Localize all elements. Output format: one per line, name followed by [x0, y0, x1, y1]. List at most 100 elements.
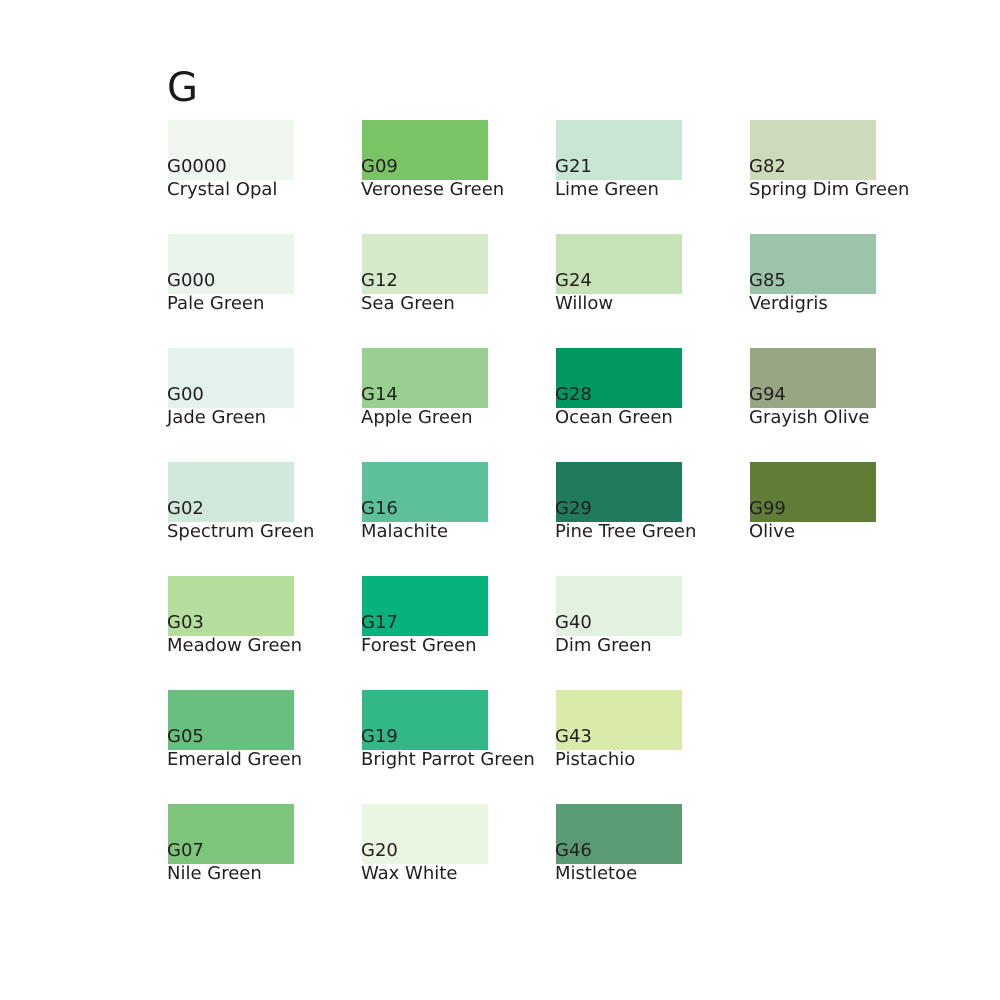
swatch-code: G20	[361, 840, 398, 861]
swatch-code: G40	[555, 612, 592, 633]
color-swatch: G000 Pale Green	[167, 232, 361, 346]
color-swatch: G07 Nile Green	[167, 802, 361, 916]
color-chip	[362, 804, 488, 864]
swatch-code: G02	[167, 498, 204, 519]
swatch-name: Olive	[749, 521, 795, 542]
swatch-name: Lime Green	[555, 179, 659, 200]
color-chip	[362, 348, 488, 408]
color-swatch: G03 Meadow Green	[167, 574, 361, 688]
color-chip	[556, 576, 682, 636]
swatch-code: G07	[167, 840, 204, 861]
color-chip	[750, 234, 876, 294]
color-chip	[168, 120, 294, 180]
swatch-code: G99	[749, 498, 786, 519]
swatch-code: G46	[555, 840, 592, 861]
swatch-name: Nile Green	[167, 863, 262, 884]
color-swatch: G00 Jade Green	[167, 346, 361, 460]
swatch-name: Forest Green	[361, 635, 477, 656]
swatch-code: G09	[361, 156, 398, 177]
color-swatch: G16 Malachite	[361, 460, 555, 574]
color-swatch: G94 Grayish Olive	[749, 346, 943, 460]
color-swatch: G05 Emerald Green	[167, 688, 361, 802]
color-swatch: G02 Spectrum Green	[167, 460, 361, 574]
color-chip	[362, 576, 488, 636]
swatch-name: Willow	[555, 293, 614, 314]
swatch-code: G43	[555, 726, 592, 747]
swatch-name: Spring Dim Green	[749, 179, 910, 200]
color-chip	[168, 690, 294, 750]
swatch-code: G000	[167, 270, 216, 291]
swatch-code: G03	[167, 612, 204, 633]
color-chip	[168, 462, 294, 522]
swatch-name: Crystal Opal	[167, 179, 278, 200]
color-chip	[556, 462, 682, 522]
swatch-name: Apple Green	[361, 407, 473, 428]
swatch-name: Malachite	[361, 521, 449, 542]
color-swatch: G14 Apple Green	[361, 346, 555, 460]
swatch-name: Verdigris	[749, 293, 828, 314]
color-swatch: G17 Forest Green	[361, 574, 555, 688]
color-chip	[556, 348, 682, 408]
swatch-code: G21	[555, 156, 592, 177]
color-chip	[556, 690, 682, 750]
color-swatch: G85 Verdigris	[749, 232, 943, 346]
color-swatch: G99 Olive	[749, 460, 943, 574]
swatch-name: Wax White	[361, 863, 458, 884]
color-swatch: G21 Lime Green	[555, 118, 749, 232]
color-chip	[168, 348, 294, 408]
color-chip	[556, 234, 682, 294]
color-chip	[362, 234, 488, 294]
color-chip	[556, 120, 682, 180]
color-swatch: G40 Dim Green	[555, 574, 749, 688]
color-swatch: G19 Bright Parrot Green	[361, 688, 555, 802]
swatch-code: G29	[555, 498, 592, 519]
swatch-name: Pine Tree Green	[555, 521, 697, 542]
swatch-name: Pale Green	[167, 293, 265, 314]
swatch-name: Dim Green	[555, 635, 652, 656]
swatch-name: Emerald Green	[167, 749, 303, 770]
color-swatch: G28 Ocean Green	[555, 346, 749, 460]
swatch-code: G0000	[167, 156, 227, 177]
swatch-code: G16	[361, 498, 398, 519]
color-chip	[750, 120, 876, 180]
swatch-code: G19	[361, 726, 398, 747]
swatch-grid: G0000 Crystal Opal G000 Pale Green G00 Jade G…	[167, 118, 943, 916]
page-title: G	[167, 65, 198, 111]
color-swatch: G29 Pine Tree Green	[555, 460, 749, 574]
swatch-code: G00	[167, 384, 204, 405]
color-chip	[362, 690, 488, 750]
swatch-code: G05	[167, 726, 204, 747]
swatch-name: Jade Green	[167, 407, 267, 428]
swatch-name: Mistletoe	[555, 863, 638, 884]
swatch-code: G17	[361, 612, 398, 633]
color-swatch: G12 Sea Green	[361, 232, 555, 346]
swatch-code: G94	[749, 384, 786, 405]
swatch-code: G28	[555, 384, 592, 405]
color-chip	[750, 462, 876, 522]
color-chip	[750, 348, 876, 408]
swatch-code: G85	[749, 270, 786, 291]
color-swatch: G43 Pistachio	[555, 688, 749, 802]
color-chip	[168, 234, 294, 294]
color-chip	[556, 804, 682, 864]
swatch-code: G82	[749, 156, 786, 177]
color-swatch: G24 Willow	[555, 232, 749, 346]
swatch-name: Pistachio	[555, 749, 636, 770]
color-chip	[362, 462, 488, 522]
swatch-name: Bright Parrot Green	[361, 749, 535, 770]
swatch-code: G12	[361, 270, 398, 291]
color-chip	[168, 804, 294, 864]
color-swatch: G46 Mistletoe	[555, 802, 749, 916]
color-chip	[168, 576, 294, 636]
color-swatch: G0000 Crystal Opal	[167, 118, 361, 232]
swatch-name: Veronese Green	[361, 179, 505, 200]
swatch-name: Grayish Olive	[749, 407, 870, 428]
swatch-code: G24	[555, 270, 592, 291]
color-swatch: G09 Veronese Green	[361, 118, 555, 232]
color-swatch: G82 Spring Dim Green	[749, 118, 943, 232]
color-chip	[362, 120, 488, 180]
swatch-name: Ocean Green	[555, 407, 673, 428]
swatch-name: Spectrum Green	[167, 521, 315, 542]
swatch-name: Meadow Green	[167, 635, 303, 656]
swatch-code: G14	[361, 384, 398, 405]
